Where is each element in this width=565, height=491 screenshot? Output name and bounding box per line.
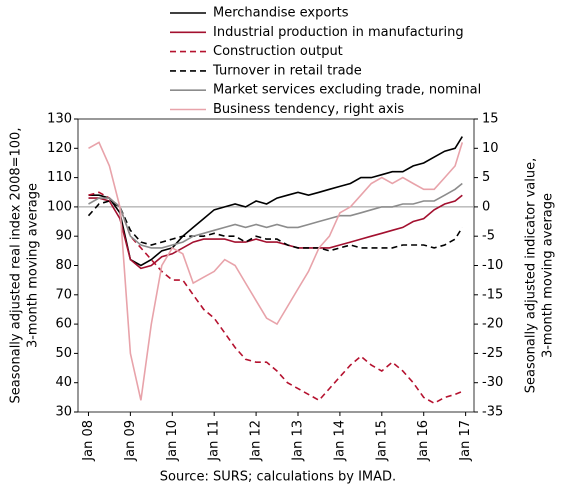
y-tick-label: 40: [55, 375, 72, 390]
legend-label: Business tendency, right axis: [213, 102, 404, 117]
series-line: [88, 136, 463, 267]
source: Source: SURS; calculations by IMAD.: [160, 470, 396, 485]
legend-label: Construction output: [213, 44, 343, 59]
y2-tick-label: 5: [482, 170, 490, 185]
x-tick-label: Jan 08: [81, 420, 96, 462]
y2-tick-label: 15: [482, 112, 499, 127]
x-tick-label: Jan 16: [416, 420, 431, 462]
x-tick-label: Jan 09: [123, 420, 138, 462]
y-tick-label: 50: [55, 346, 72, 361]
series-line: [88, 194, 463, 270]
x-tick-label: Jan 17: [458, 420, 473, 462]
y2-tick-label: -35: [482, 405, 503, 420]
legend-label: Market services excluding trade, nominal: [213, 83, 481, 98]
series-line: [88, 141, 464, 401]
y2-tick-label: 10: [482, 141, 499, 156]
x-tick-label: Jan 10: [165, 420, 180, 462]
y2-tick-label: 0: [482, 199, 490, 214]
y2-tick-label: -30: [482, 375, 503, 390]
x-tick-label: Jan 14: [332, 420, 347, 462]
y-axis-label: Seasonally adjusted real index 2008=100,: [9, 128, 24, 404]
legend-label: Merchandise exports: [213, 6, 349, 21]
series-line: [88, 182, 463, 249]
x-tick-label: Jan 12: [249, 420, 264, 462]
y-tick-label: 30: [55, 405, 72, 420]
y2-tick-label: -15: [482, 287, 503, 302]
y-tick-label: 60: [55, 317, 72, 332]
y2-tick-label: -5: [482, 229, 495, 244]
series-line: [88, 191, 463, 405]
x-tick-label: Jan 15: [374, 420, 389, 462]
y-tick-label: 70: [55, 287, 72, 302]
x-tick-label: Jan 13: [291, 420, 306, 462]
x-tick-label: Jan 11: [207, 420, 222, 462]
y2-axis-label: 3-month moving average: [541, 193, 556, 358]
y-tick-label: 80: [55, 258, 72, 273]
y2-tick-label: -20: [482, 317, 503, 332]
y2-tick-label: -25: [482, 346, 503, 361]
y-tick-label: 100: [47, 199, 72, 214]
series-line: [87, 200, 463, 252]
y-tick-label: 120: [47, 141, 72, 156]
y-tick-label: 110: [47, 170, 72, 185]
y2-axis-label: Seasonally adjusted indicator value,: [524, 158, 539, 394]
legend-label: Industrial production in manufacturing: [213, 25, 464, 40]
y2-tick-label: -10: [482, 258, 503, 273]
y-axis-label: 3-month moving average: [26, 183, 41, 348]
legend-label: Turnover in retail trade: [212, 63, 362, 78]
y-tick-label: 130: [47, 112, 72, 127]
y-tick-label: 90: [55, 229, 72, 244]
